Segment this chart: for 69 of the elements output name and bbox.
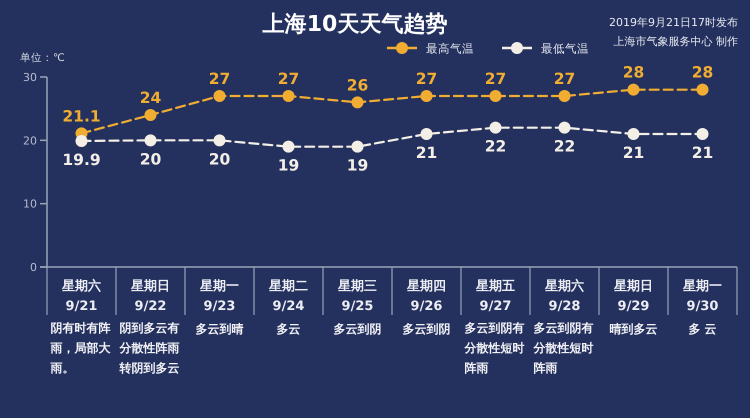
text: 多 云 [688, 321, 717, 338]
x-tick-label: 星期日 9/29 [613, 279, 653, 314]
point [282, 140, 294, 153]
point [628, 128, 640, 140]
x-tick-label: 星期六 9/21 [61, 278, 101, 314]
point [696, 84, 708, 96]
legend-label: 最低气温 [541, 42, 589, 56]
point [144, 134, 156, 146]
text: 阴有时有阵雨，局部大雨。 [50, 320, 112, 377]
point [558, 90, 570, 102]
point [144, 109, 156, 121]
text: 晴到多云 [610, 321, 658, 338]
text: 上海市气象服务中心 制作 [614, 35, 738, 48]
data-label: 27 [416, 70, 438, 88]
data-label: 22 [484, 138, 506, 156]
y-tick-label: 30 [23, 71, 37, 84]
point [282, 90, 294, 102]
data-label: 26 [346, 76, 368, 94]
legend-label: 最高气温 [426, 42, 474, 56]
data-label: 21.1 [62, 107, 101, 126]
y-tick-label: 10 [23, 198, 37, 211]
point [420, 128, 432, 140]
point [352, 96, 364, 108]
x-tick-label: 星期四 9/26 [406, 279, 446, 314]
y-axis-title: 单位：℃ [20, 51, 65, 64]
text: 2019年9月21日17时发布 [609, 16, 738, 29]
data-label: 27 [278, 70, 300, 88]
data-label: 20 [208, 150, 230, 168]
x-tick-label: 星期五 9/27 [475, 279, 515, 314]
x-tick-label: 星期六 9/28 [544, 278, 584, 314]
data-label: 24 [140, 89, 162, 107]
point [76, 134, 88, 147]
data-label: 22 [554, 138, 576, 156]
x-tick-label: 星期一 9/23 [199, 279, 239, 314]
data-label: 27 [554, 70, 576, 88]
y-tick-label: 20 [23, 134, 37, 148]
point [420, 90, 432, 102]
data-label: 19.9 [62, 150, 101, 169]
text: 多云到阴有分散性短时阵雨 [534, 320, 594, 377]
data-label: 28 [692, 64, 714, 82]
text: 阴到多云有分散性阵雨转阴到多云 [120, 320, 180, 377]
data-label: 21 [622, 144, 644, 162]
data-label: 19 [346, 156, 368, 175]
data-label: 21 [416, 144, 438, 162]
text: 多云到阴有分散性短时阵雨 [464, 320, 526, 377]
data-label: 27 [484, 70, 506, 88]
data-label: 27 [208, 70, 230, 88]
text: 多云到晴 [196, 321, 244, 338]
x-tick-label: 星期日 9/22 [130, 279, 170, 314]
point [490, 90, 502, 102]
text: 多云 [276, 321, 300, 338]
text: 多云到阴 [402, 321, 450, 338]
point [490, 122, 502, 134]
x-tick-label: 星期三 9/25 [337, 279, 377, 314]
data-label: 21 [692, 144, 714, 162]
point [214, 134, 226, 146]
point [352, 140, 364, 153]
data-label: 28 [622, 64, 644, 82]
point [558, 122, 570, 134]
y-tick-label: 0 [30, 261, 37, 274]
point [628, 84, 640, 96]
point [214, 90, 226, 102]
point [696, 128, 708, 140]
data-label: 20 [140, 150, 162, 168]
chart-title: 上海10天天气趋势 [262, 12, 448, 37]
text: 多云到阴 [334, 321, 382, 338]
x-tick-label: 星期二 9/24 [268, 279, 308, 314]
data-label: 19 [278, 156, 300, 175]
x-tick-label: 星期一 9/30 [682, 279, 722, 314]
